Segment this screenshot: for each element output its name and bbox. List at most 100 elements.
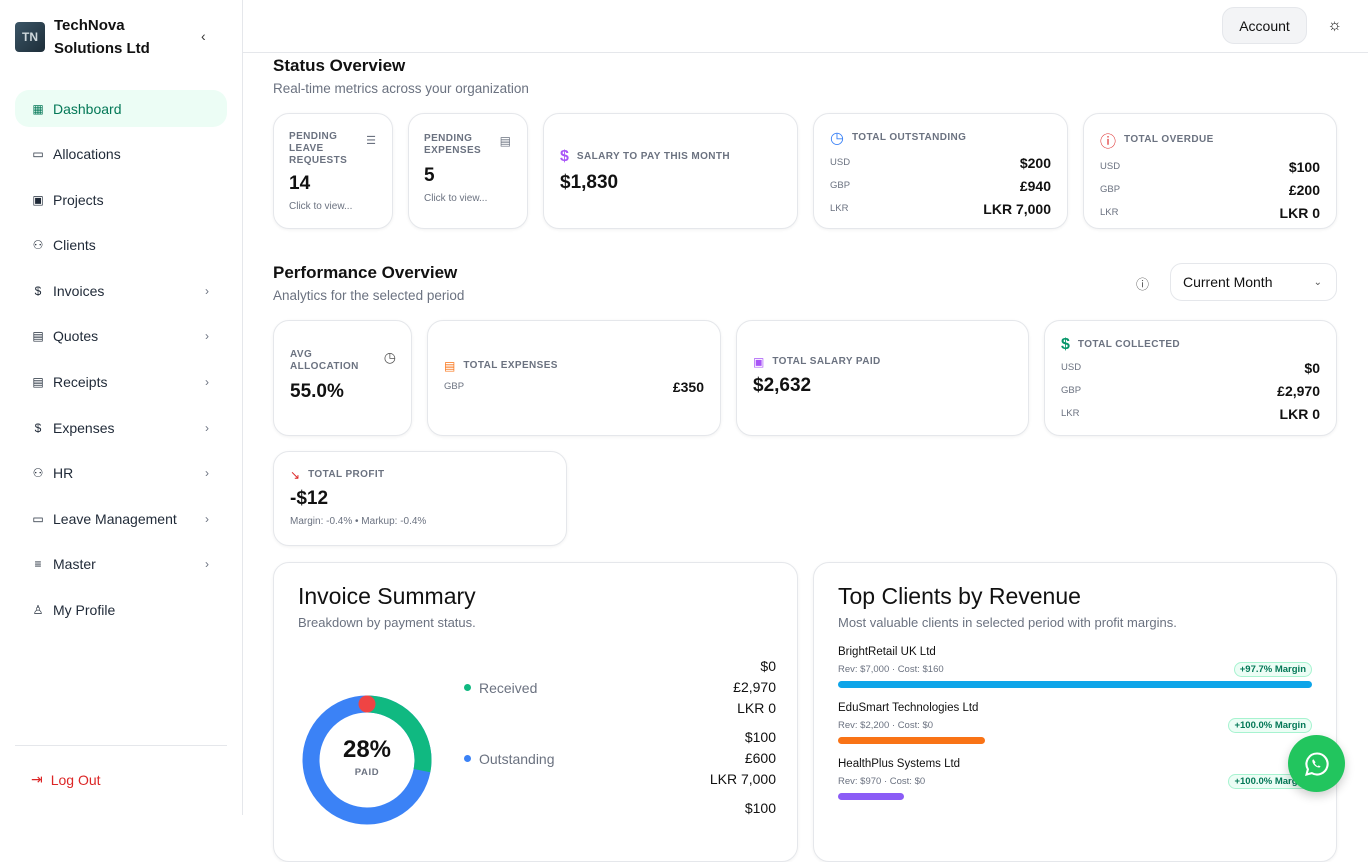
- profit-detail: Margin: -0.4% • Markup: -0.4%: [290, 516, 427, 527]
- chevron-right-icon: ›: [205, 329, 209, 344]
- card-label: PENDING EXPENSES: [424, 133, 482, 156]
- calendar-icon: ▭: [32, 511, 44, 526]
- card-label: TOTAL OVERDUE: [1124, 134, 1214, 145]
- account-button[interactable]: Account: [1222, 7, 1307, 44]
- currency-row: USD $0: [1061, 356, 1320, 379]
- card-value: $2,632: [753, 375, 812, 396]
- sidebar-item-label: Invoices: [53, 282, 105, 299]
- currency-label: GBP: [444, 381, 465, 392]
- card-value: 55.0%: [290, 381, 344, 402]
- chevron-right-icon: ›: [205, 420, 209, 435]
- currency-row: GBP £940: [830, 174, 1051, 197]
- legend-value: $100: [744, 800, 776, 816]
- topbar: Account ☼: [243, 0, 1368, 53]
- client-name: HealthPlus Systems Ltd: [838, 758, 961, 770]
- chevron-down-icon: ⌄: [1313, 276, 1322, 288]
- card-value: 5: [424, 165, 435, 186]
- users-icon: ⚇: [32, 238, 44, 253]
- currency-amount: £940: [1019, 177, 1051, 194]
- card-hint: Click to view...: [289, 201, 353, 212]
- currency-code: USD: [830, 157, 851, 168]
- brand[interactable]: TN TechNova Solutions Ltd: [15, 14, 174, 60]
- help-icon[interactable]: ⓘ: [1136, 277, 1150, 292]
- card-label: TOTAL EXPENSES: [463, 360, 558, 371]
- calendar-icon: ▭: [32, 147, 44, 162]
- currency-amount: $200: [1019, 154, 1051, 171]
- performance-overview-subtitle: Analytics for the selected period: [273, 288, 465, 303]
- sidebar-item-clients[interactable]: ⚇ Clients: [15, 227, 227, 264]
- sidebar-item-my-profile[interactable]: ♙ My Profile: [15, 592, 227, 629]
- performance-overview-title: Performance Overview: [273, 263, 458, 282]
- legend-value: £600: [744, 750, 776, 766]
- margin-badge: +100.0% Margin: [1228, 718, 1312, 733]
- client-cost: Cost: $160: [897, 664, 944, 675]
- dollar-file-icon: $: [34, 283, 42, 298]
- currency-row: GBP £2,970: [1061, 379, 1320, 402]
- receipt-icon: ▤: [32, 375, 44, 390]
- status-overview-title: Status Overview: [273, 56, 406, 75]
- collapse-sidebar-chevron-icon[interactable]: ‹: [201, 28, 206, 44]
- briefcase-icon: ▣: [32, 192, 44, 207]
- sidebar-item-label: Projects: [53, 191, 104, 208]
- sidebar-item-hr[interactable]: ⚇ HR ›: [15, 455, 227, 492]
- card-label: SALARY TO PAY THIS MONTH: [576, 151, 731, 162]
- invoice-summary-subtitle: Breakdown by payment status.: [298, 615, 476, 630]
- legend-item: Received $0 £2,970 LKR 0: [464, 656, 776, 719]
- sidebar-item-master[interactable]: ≡ Master ›: [15, 546, 227, 583]
- logout-button[interactable]: ⇥ Log Out: [31, 771, 101, 788]
- currency-code: GBP: [830, 180, 851, 191]
- client-revenue: Rev: $970: [838, 776, 882, 787]
- total-profit-card: ↘ TOTAL PROFIT -$12 Margin: -0.4% • Marku…: [273, 451, 567, 546]
- currency-code: LKR: [1100, 207, 1119, 218]
- currency-amount: LKR 0: [1279, 405, 1320, 422]
- client-item[interactable]: HealthPlus Systems Ltd Rev: $970 · Cost: …: [838, 758, 1312, 800]
- currency-amount: £200: [1288, 181, 1320, 198]
- legend-dot: [464, 684, 471, 691]
- sidebar-item-label: HR: [53, 465, 74, 482]
- card-value: $1,830: [560, 172, 619, 193]
- currency-amount: £2,970: [1277, 382, 1320, 399]
- status-overview-subtitle: Real-time metrics across your organizati…: [273, 81, 529, 96]
- sidebar-item-quotes[interactable]: ▤ Quotes ›: [15, 318, 227, 355]
- top-clients-subtitle: Most valuable clients in selected period…: [838, 615, 1177, 630]
- chevron-right-icon: ›: [205, 375, 209, 390]
- sidebar-item-projects[interactable]: ▣ Projects: [15, 181, 227, 218]
- pending-expenses-card[interactable]: PENDING EXPENSES ▤ 5 Click to view...: [408, 113, 528, 229]
- sidebar-item-label: Receipts: [53, 374, 108, 391]
- top-clients-card: Top Clients by Revenue Most valuable cli…: [813, 562, 1337, 862]
- period-select-value: Current Month: [1183, 274, 1273, 290]
- sun-icon[interactable]: ☼: [1327, 17, 1342, 34]
- pending-leave-card[interactable]: PENDING LEAVE REQUESTS ☰ 14 Click to vie…: [273, 113, 393, 229]
- currency-row: LKR LKR 0: [1100, 201, 1320, 224]
- currency-code: USD: [1061, 362, 1082, 373]
- total-outstanding-card: ◷ TOTAL OUTSTANDING USD $200 GBP £940 LKR LKR …: [813, 113, 1068, 229]
- list-check-icon: ☰: [366, 135, 376, 147]
- currency-amount: $100: [1288, 158, 1320, 175]
- sidebar-item-invoices[interactable]: $ Invoices ›: [15, 272, 227, 309]
- sidebar-item-allocations[interactable]: ▭ Allocations: [15, 136, 227, 173]
- currency-code: LKR: [1061, 408, 1080, 419]
- sidebar-item-dashboard[interactable]: ▦ Dashboard: [15, 90, 227, 127]
- sidebar: TN TechNova Solutions Ltd ‹ ▦ Dashboard ▭ A…: [0, 0, 243, 815]
- whatsapp-chat-button[interactable]: [1288, 735, 1345, 792]
- sidebar-item-leave-management[interactable]: ▭ Leave Management ›: [15, 500, 227, 537]
- currency-code: USD: [1100, 161, 1121, 172]
- client-item[interactable]: BrightRetail UK Ltd Rev: $7,000 · Cost: $…: [838, 646, 1312, 688]
- card-label: TOTAL OUTSTANDING: [851, 132, 967, 143]
- legend-dot: [464, 755, 471, 762]
- revenue-bar: [838, 793, 905, 800]
- database-icon: ≡: [34, 557, 42, 572]
- sidebar-item-expenses[interactable]: $ Expenses ›: [15, 409, 227, 446]
- currency-row: USD $200: [830, 151, 1051, 174]
- donut-segment-overdue: [358, 695, 376, 713]
- sidebar-item-receipts[interactable]: ▤ Receipts ›: [15, 364, 227, 401]
- legend-item: Outstanding $100 £600 LKR 7,000: [464, 727, 776, 790]
- client-item[interactable]: EduSmart Technologies Ltd Rev: $2,200 · C…: [838, 702, 1312, 744]
- sidebar-item-label: Clients: [53, 237, 96, 254]
- currency-code: GBP: [1100, 184, 1121, 195]
- currency-row: LKR LKR 7,000: [830, 197, 1051, 220]
- period-select[interactable]: Current Month ⌄: [1170, 263, 1337, 301]
- currency-row: USD $100: [1100, 155, 1320, 178]
- donut-center-label: PAID: [354, 767, 380, 778]
- dollar-icon: $: [560, 148, 569, 165]
